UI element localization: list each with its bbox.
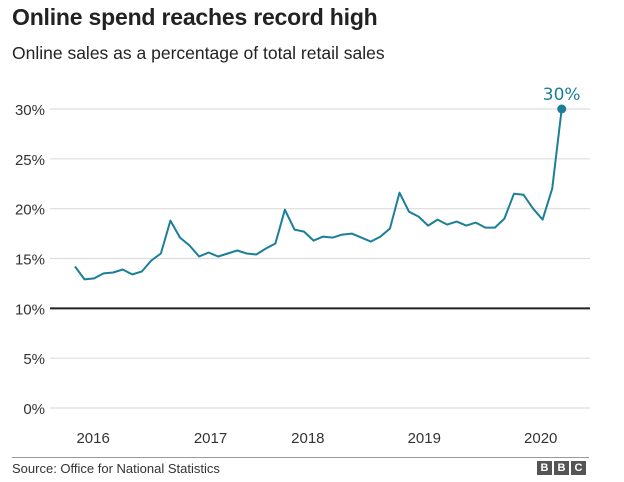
y-tick-label: 0% (23, 401, 45, 418)
x-tick-label: 2020 (524, 430, 557, 447)
x-tick-label: 2017 (194, 430, 227, 447)
y-tick-label: 10% (15, 301, 45, 318)
bbc-logo: B B C (537, 461, 586, 475)
highlight-marker (557, 104, 567, 114)
footer-divider (12, 457, 589, 458)
y-tick-label: 5% (23, 351, 45, 368)
y-axis-labels: 0% 5% 10% 15% 20% 25% 30% (15, 102, 45, 418)
bbc-logo-letter: B (554, 461, 569, 475)
y-tick-label: 25% (15, 152, 45, 169)
bbc-logo-letter: B (537, 461, 552, 475)
x-tick-label: 2018 (291, 430, 324, 447)
source-note: Source: Office for National Statistics (12, 461, 220, 476)
x-tick-label: 2016 (76, 430, 109, 447)
x-axis-labels: 2016 2017 2018 2019 2020 (76, 430, 557, 447)
series-layer (74, 108, 563, 281)
y-tick-label: 20% (15, 202, 45, 219)
chart-subtitle: Online sales as a percentage of total re… (12, 43, 385, 63)
y-tick-label: 15% (15, 252, 45, 269)
bbc-logo-letter: C (571, 461, 586, 475)
gridlines (50, 108, 590, 409)
y-tick-label: 30% (15, 102, 45, 119)
series-line (74, 108, 563, 281)
annotation-label: 30% (543, 85, 581, 105)
x-tick-label: 2019 (408, 430, 441, 447)
annotations: 30% (543, 85, 581, 114)
chart-title: Online spend reaches record high (12, 4, 378, 30)
